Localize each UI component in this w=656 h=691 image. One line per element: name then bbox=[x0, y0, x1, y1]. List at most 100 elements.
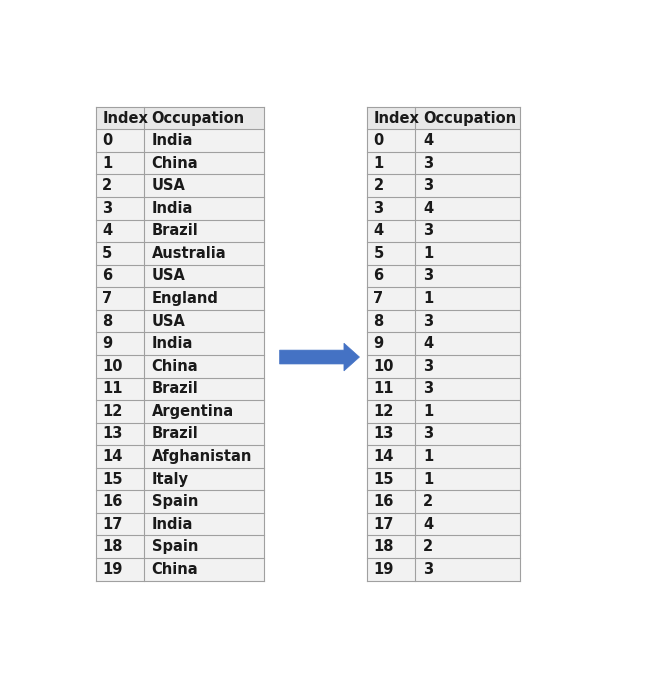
Text: Spain: Spain bbox=[152, 539, 198, 554]
Text: Argentina: Argentina bbox=[152, 404, 234, 419]
Text: 1: 1 bbox=[423, 291, 433, 306]
Bar bbox=[96, 174, 264, 197]
Text: 18: 18 bbox=[102, 539, 123, 554]
Text: Brazil: Brazil bbox=[152, 426, 199, 442]
Text: 18: 18 bbox=[373, 539, 394, 554]
Text: 13: 13 bbox=[102, 426, 123, 442]
Text: India: India bbox=[152, 133, 193, 148]
Text: 0: 0 bbox=[102, 133, 112, 148]
Text: India: India bbox=[152, 337, 193, 351]
Text: India: India bbox=[152, 201, 193, 216]
Text: 12: 12 bbox=[373, 404, 394, 419]
Text: 7: 7 bbox=[102, 291, 112, 306]
Text: 9: 9 bbox=[102, 337, 112, 351]
Bar bbox=[367, 536, 520, 558]
Text: China: China bbox=[152, 155, 198, 171]
Bar bbox=[367, 287, 520, 310]
Text: Italy: Italy bbox=[152, 471, 189, 486]
Text: 3: 3 bbox=[423, 314, 433, 329]
Text: Occupation: Occupation bbox=[423, 111, 516, 126]
Text: USA: USA bbox=[152, 269, 186, 283]
Text: 4: 4 bbox=[423, 201, 433, 216]
Bar bbox=[96, 513, 264, 536]
Bar bbox=[367, 400, 520, 423]
Text: 3: 3 bbox=[423, 426, 433, 442]
Bar bbox=[96, 536, 264, 558]
Text: 10: 10 bbox=[373, 359, 394, 374]
Text: Index: Index bbox=[373, 111, 419, 126]
Bar bbox=[96, 423, 264, 445]
Bar bbox=[96, 355, 264, 377]
Text: Brazil: Brazil bbox=[152, 381, 199, 397]
Bar bbox=[96, 332, 264, 355]
Bar bbox=[96, 265, 264, 287]
Text: 5: 5 bbox=[102, 246, 112, 261]
Text: 1: 1 bbox=[423, 246, 433, 261]
Bar bbox=[367, 152, 520, 174]
Bar bbox=[367, 265, 520, 287]
Bar bbox=[367, 558, 520, 580]
Text: 4: 4 bbox=[423, 517, 433, 531]
Text: 3: 3 bbox=[373, 201, 384, 216]
Text: 11: 11 bbox=[102, 381, 123, 397]
Bar bbox=[96, 468, 264, 491]
Bar bbox=[367, 468, 520, 491]
Text: 2: 2 bbox=[423, 539, 433, 554]
Text: 2: 2 bbox=[102, 178, 112, 193]
Polygon shape bbox=[279, 343, 359, 371]
Text: 17: 17 bbox=[373, 517, 394, 531]
Text: 19: 19 bbox=[373, 562, 394, 577]
Bar bbox=[96, 377, 264, 400]
Text: Spain: Spain bbox=[152, 494, 198, 509]
Bar bbox=[367, 310, 520, 332]
Text: 3: 3 bbox=[423, 178, 433, 193]
Text: 4: 4 bbox=[423, 337, 433, 351]
Bar bbox=[96, 558, 264, 580]
Bar bbox=[96, 129, 264, 152]
Text: 6: 6 bbox=[373, 269, 384, 283]
Text: 4: 4 bbox=[373, 223, 384, 238]
Text: 17: 17 bbox=[102, 517, 123, 531]
Text: 4: 4 bbox=[423, 133, 433, 148]
Text: 1: 1 bbox=[423, 404, 433, 419]
Bar bbox=[96, 287, 264, 310]
Text: 1: 1 bbox=[373, 155, 384, 171]
Text: 7: 7 bbox=[373, 291, 384, 306]
Bar bbox=[96, 310, 264, 332]
Text: 8: 8 bbox=[373, 314, 384, 329]
Bar bbox=[367, 491, 520, 513]
Text: 3: 3 bbox=[423, 223, 433, 238]
Text: 4: 4 bbox=[102, 223, 112, 238]
Text: 3: 3 bbox=[423, 359, 433, 374]
Text: England: England bbox=[152, 291, 218, 306]
Text: 16: 16 bbox=[102, 494, 123, 509]
Bar bbox=[96, 400, 264, 423]
Text: China: China bbox=[152, 562, 198, 577]
Text: USA: USA bbox=[152, 314, 186, 329]
Text: China: China bbox=[152, 359, 198, 374]
Text: 15: 15 bbox=[373, 471, 394, 486]
Text: 3: 3 bbox=[102, 201, 112, 216]
Bar bbox=[96, 152, 264, 174]
Text: 19: 19 bbox=[102, 562, 123, 577]
Text: 2: 2 bbox=[423, 494, 433, 509]
Text: Afghanistan: Afghanistan bbox=[152, 449, 252, 464]
Bar bbox=[367, 445, 520, 468]
Text: 5: 5 bbox=[373, 246, 384, 261]
Bar bbox=[367, 423, 520, 445]
Text: 14: 14 bbox=[102, 449, 123, 464]
Text: 1: 1 bbox=[423, 471, 433, 486]
Bar bbox=[367, 513, 520, 536]
Text: 2: 2 bbox=[373, 178, 384, 193]
Text: 9: 9 bbox=[373, 337, 384, 351]
Text: 3: 3 bbox=[423, 381, 433, 397]
Bar bbox=[96, 445, 264, 468]
Text: 1: 1 bbox=[102, 155, 112, 171]
Bar bbox=[96, 107, 264, 129]
Bar bbox=[367, 129, 520, 152]
Text: Australia: Australia bbox=[152, 246, 226, 261]
Bar bbox=[96, 491, 264, 513]
Bar bbox=[367, 332, 520, 355]
Text: 14: 14 bbox=[373, 449, 394, 464]
Bar bbox=[367, 242, 520, 265]
